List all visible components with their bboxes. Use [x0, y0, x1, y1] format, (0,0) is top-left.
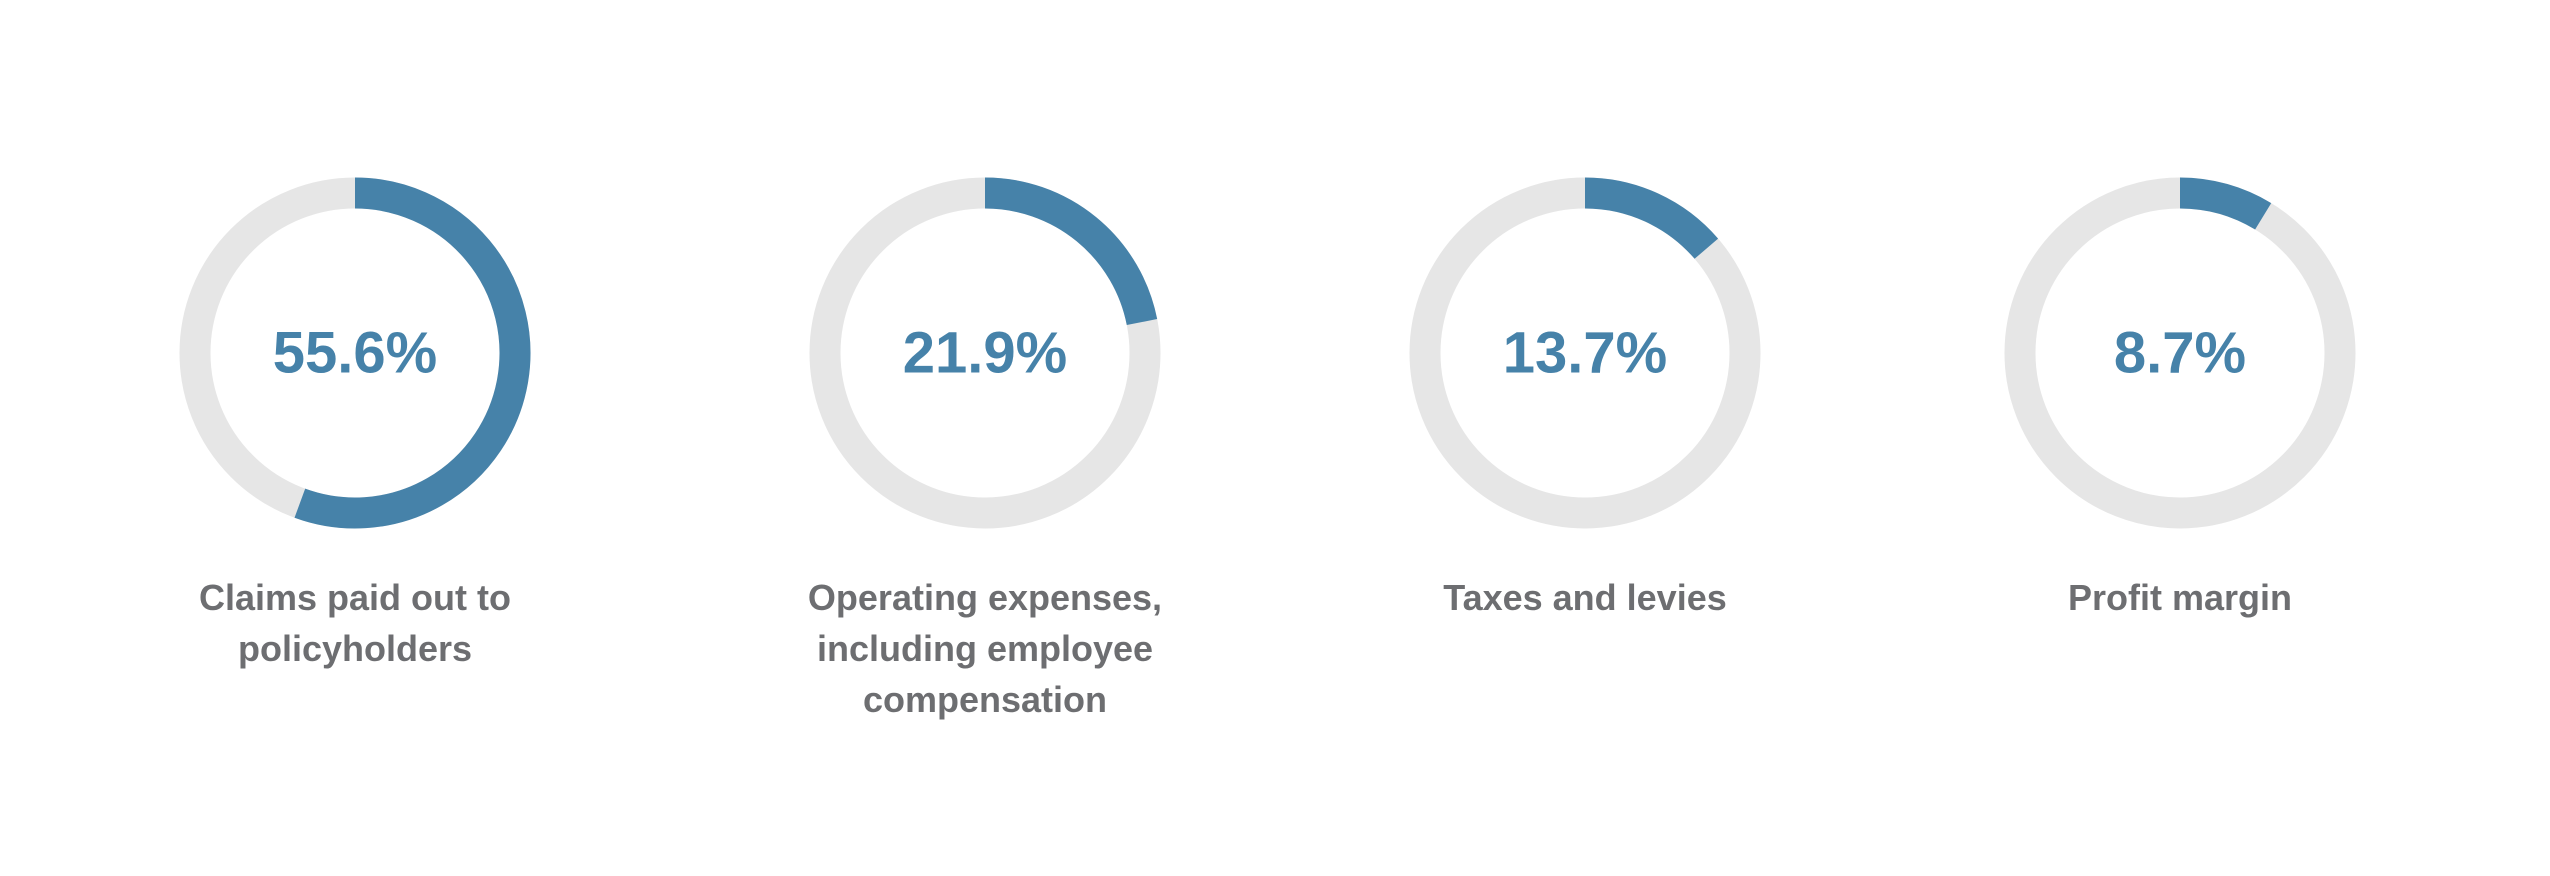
donut-ring: 13.7% — [1409, 177, 1761, 529]
donut-value-label: 13.7% — [1503, 321, 1667, 386]
donut-item-2: 21.9% Operating expenses, including emplo… — [665, 0, 1305, 876]
donut-value-label: 21.9% — [903, 321, 1067, 386]
donut-ring: 55.6% — [179, 177, 531, 529]
donut-arc-value — [2179, 177, 2272, 230]
donut-ring: 21.9% — [809, 177, 1161, 529]
donut-category-label: Operating expenses, including employee c… — [807, 577, 1163, 720]
donut-item-1: 55.6% Claims paid out to policyholders — [35, 0, 675, 876]
donut-item-4: 8.7% Profit margin — [1860, 0, 2500, 876]
donut-arc-value — [294, 177, 531, 529]
donut-item-3: 13.7% Taxes and levies — [1265, 0, 1905, 876]
donut-arc-value — [1584, 177, 1719, 260]
donut-category-label: Claims paid out to policyholders — [198, 577, 511, 669]
donut-value-label: 8.7% — [2114, 321, 2246, 386]
donut-category-label: Taxes and levies — [1443, 577, 1727, 618]
donut-arc-value — [984, 177, 1158, 326]
donut-value-label: 55.6% — [273, 321, 437, 386]
donut-category-label: Profit margin — [2067, 577, 2292, 618]
donut-ring: 8.7% — [2004, 177, 2356, 529]
